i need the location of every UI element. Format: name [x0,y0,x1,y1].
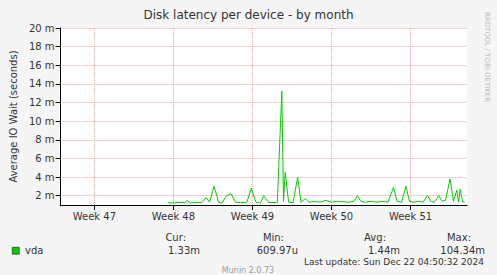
svg-text:12 m: 12 m [29,97,55,108]
svg-text:1.44m: 1.44m [368,245,400,256]
svg-text:10 m: 10 m [29,116,55,127]
svg-text:Disk latency per device - by m: Disk latency per device - by month [143,8,353,22]
svg-text:6 m: 6 m [35,153,54,164]
svg-text:2 m: 2 m [35,190,54,201]
svg-text:8 m: 8 m [35,134,54,145]
svg-text:RRDTOOL / TOBI OETIKER: RRDTOOL / TOBI OETIKER [483,12,491,102]
svg-text:4 m: 4 m [35,172,54,183]
svg-text:18 m: 18 m [29,41,55,52]
svg-text:16 m: 16 m [29,60,55,71]
svg-text:Last update: Sun Dec 22 04:50:: Last update: Sun Dec 22 04:50:32 2024 [304,257,484,267]
svg-text:Average IO Wait (seconds): Average IO Wait (seconds) [8,50,19,182]
svg-text:104.34m: 104.34m [440,245,485,256]
svg-text:Max:: Max: [447,232,471,243]
svg-text:Min:: Min: [263,232,284,243]
svg-text:Week 50: Week 50 [310,211,353,222]
svg-text:14 m: 14 m [29,78,55,89]
svg-text:Avg:: Avg: [364,232,386,243]
svg-text:Munin 2.0.73: Munin 2.0.73 [222,266,274,275]
svg-text:vda: vda [25,245,43,256]
svg-text:Week 47: Week 47 [73,211,116,222]
svg-text:Week 51: Week 51 [389,211,432,222]
svg-text:20 m: 20 m [29,23,55,34]
svg-text:609.97u: 609.97u [257,245,298,256]
svg-text:Week 48: Week 48 [152,211,195,222]
svg-text:Cur:: Cur: [165,232,186,243]
svg-text:1.33m: 1.33m [168,245,200,256]
svg-text:Week 49: Week 49 [231,211,274,222]
